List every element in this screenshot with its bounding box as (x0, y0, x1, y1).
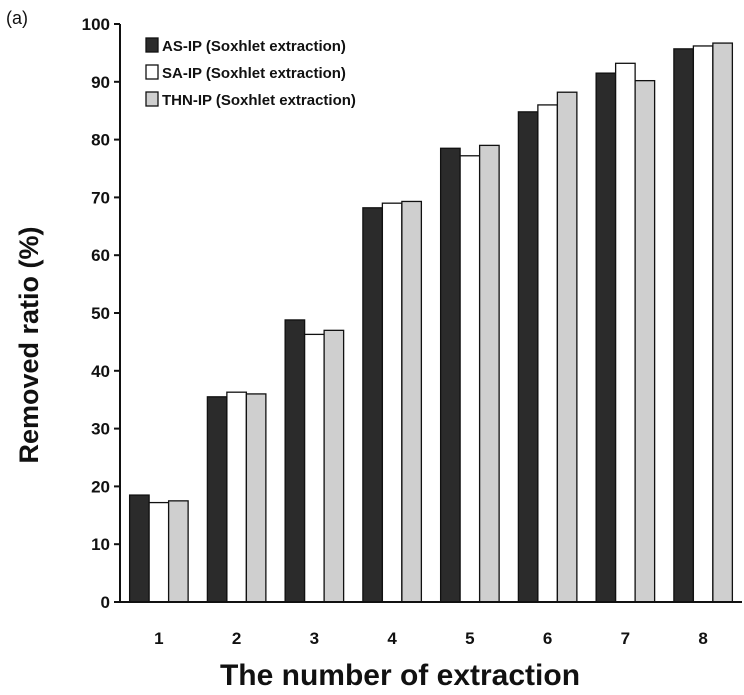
bar-2-5 (459, 155, 481, 603)
bar-2-6 (537, 104, 559, 603)
y-tick-label: 50 (91, 304, 110, 323)
y-tick-label: 70 (91, 188, 110, 207)
x-tick-label: 3 (310, 629, 319, 648)
x-tick-label: 4 (387, 629, 397, 648)
x-axis-title: The number of extraction (220, 659, 580, 692)
x-tick-label: 7 (621, 629, 630, 648)
bar-3-5 (478, 144, 500, 603)
bar-2-4 (381, 202, 403, 603)
legend-label: AS-IP (Soxhlet extraction) (162, 38, 346, 55)
y-tick-label: 0 (101, 593, 110, 612)
x-tick-label: 8 (698, 629, 707, 648)
y-tick-label: 90 (91, 73, 110, 92)
y-tick-label: 10 (91, 535, 110, 554)
bar-1-3 (284, 319, 306, 603)
panel-label: (a) (6, 8, 28, 28)
y-tick-label: 100 (82, 15, 110, 34)
y-axis-title: Removed ratio (%) (14, 226, 44, 463)
bar-1-4 (362, 207, 384, 603)
bar-2-2 (226, 391, 248, 603)
bar-3-4 (401, 200, 423, 603)
legend-label: THN-IP (Soxhlet extraction) (162, 92, 356, 109)
y-tick-label: 40 (91, 362, 110, 381)
bar-1-5 (439, 147, 461, 603)
x-tick-label: 5 (465, 629, 474, 648)
bar-1-2 (206, 396, 228, 603)
y-tick-label: 30 (91, 420, 110, 439)
y-tick-label: 80 (91, 131, 110, 150)
legend: AS-IP (Soxhlet extraction) SA-IP (Soxhlet… (145, 37, 356, 109)
bar-3-8 (712, 42, 734, 603)
bar-3-2 (245, 393, 267, 603)
bar-3-7 (634, 79, 656, 603)
bar-2-7 (614, 62, 636, 603)
bar-1-6 (517, 111, 539, 603)
y-tick-label: 60 (91, 246, 110, 265)
bar-2-3 (303, 333, 325, 603)
bar-1-7 (595, 72, 617, 603)
legend-label: SA-IP (Soxhlet extraction) (162, 65, 346, 82)
legend-swatch (145, 64, 159, 80)
x-tick-label: 6 (543, 629, 552, 648)
y-axis-ticks: 0 10 20 30 40 50 60 70 80 90 100 (82, 15, 120, 612)
bar-3-3 (323, 329, 345, 603)
x-axis-ticks: 1 2 3 4 5 6 7 8 (154, 629, 708, 648)
bar-1-1 (128, 494, 150, 603)
bar-2-1 (148, 501, 170, 603)
legend-swatch (145, 37, 159, 53)
bar-3-1 (167, 500, 189, 603)
y-tick-label: 20 (91, 477, 110, 496)
x-tick-label: 1 (154, 629, 163, 648)
bar-2-8 (692, 45, 714, 603)
bar-3-6 (556, 91, 578, 603)
bars (128, 42, 734, 603)
x-tick-label: 2 (232, 629, 241, 648)
bar-1-8 (673, 48, 695, 603)
legend-swatch (145, 91, 159, 107)
